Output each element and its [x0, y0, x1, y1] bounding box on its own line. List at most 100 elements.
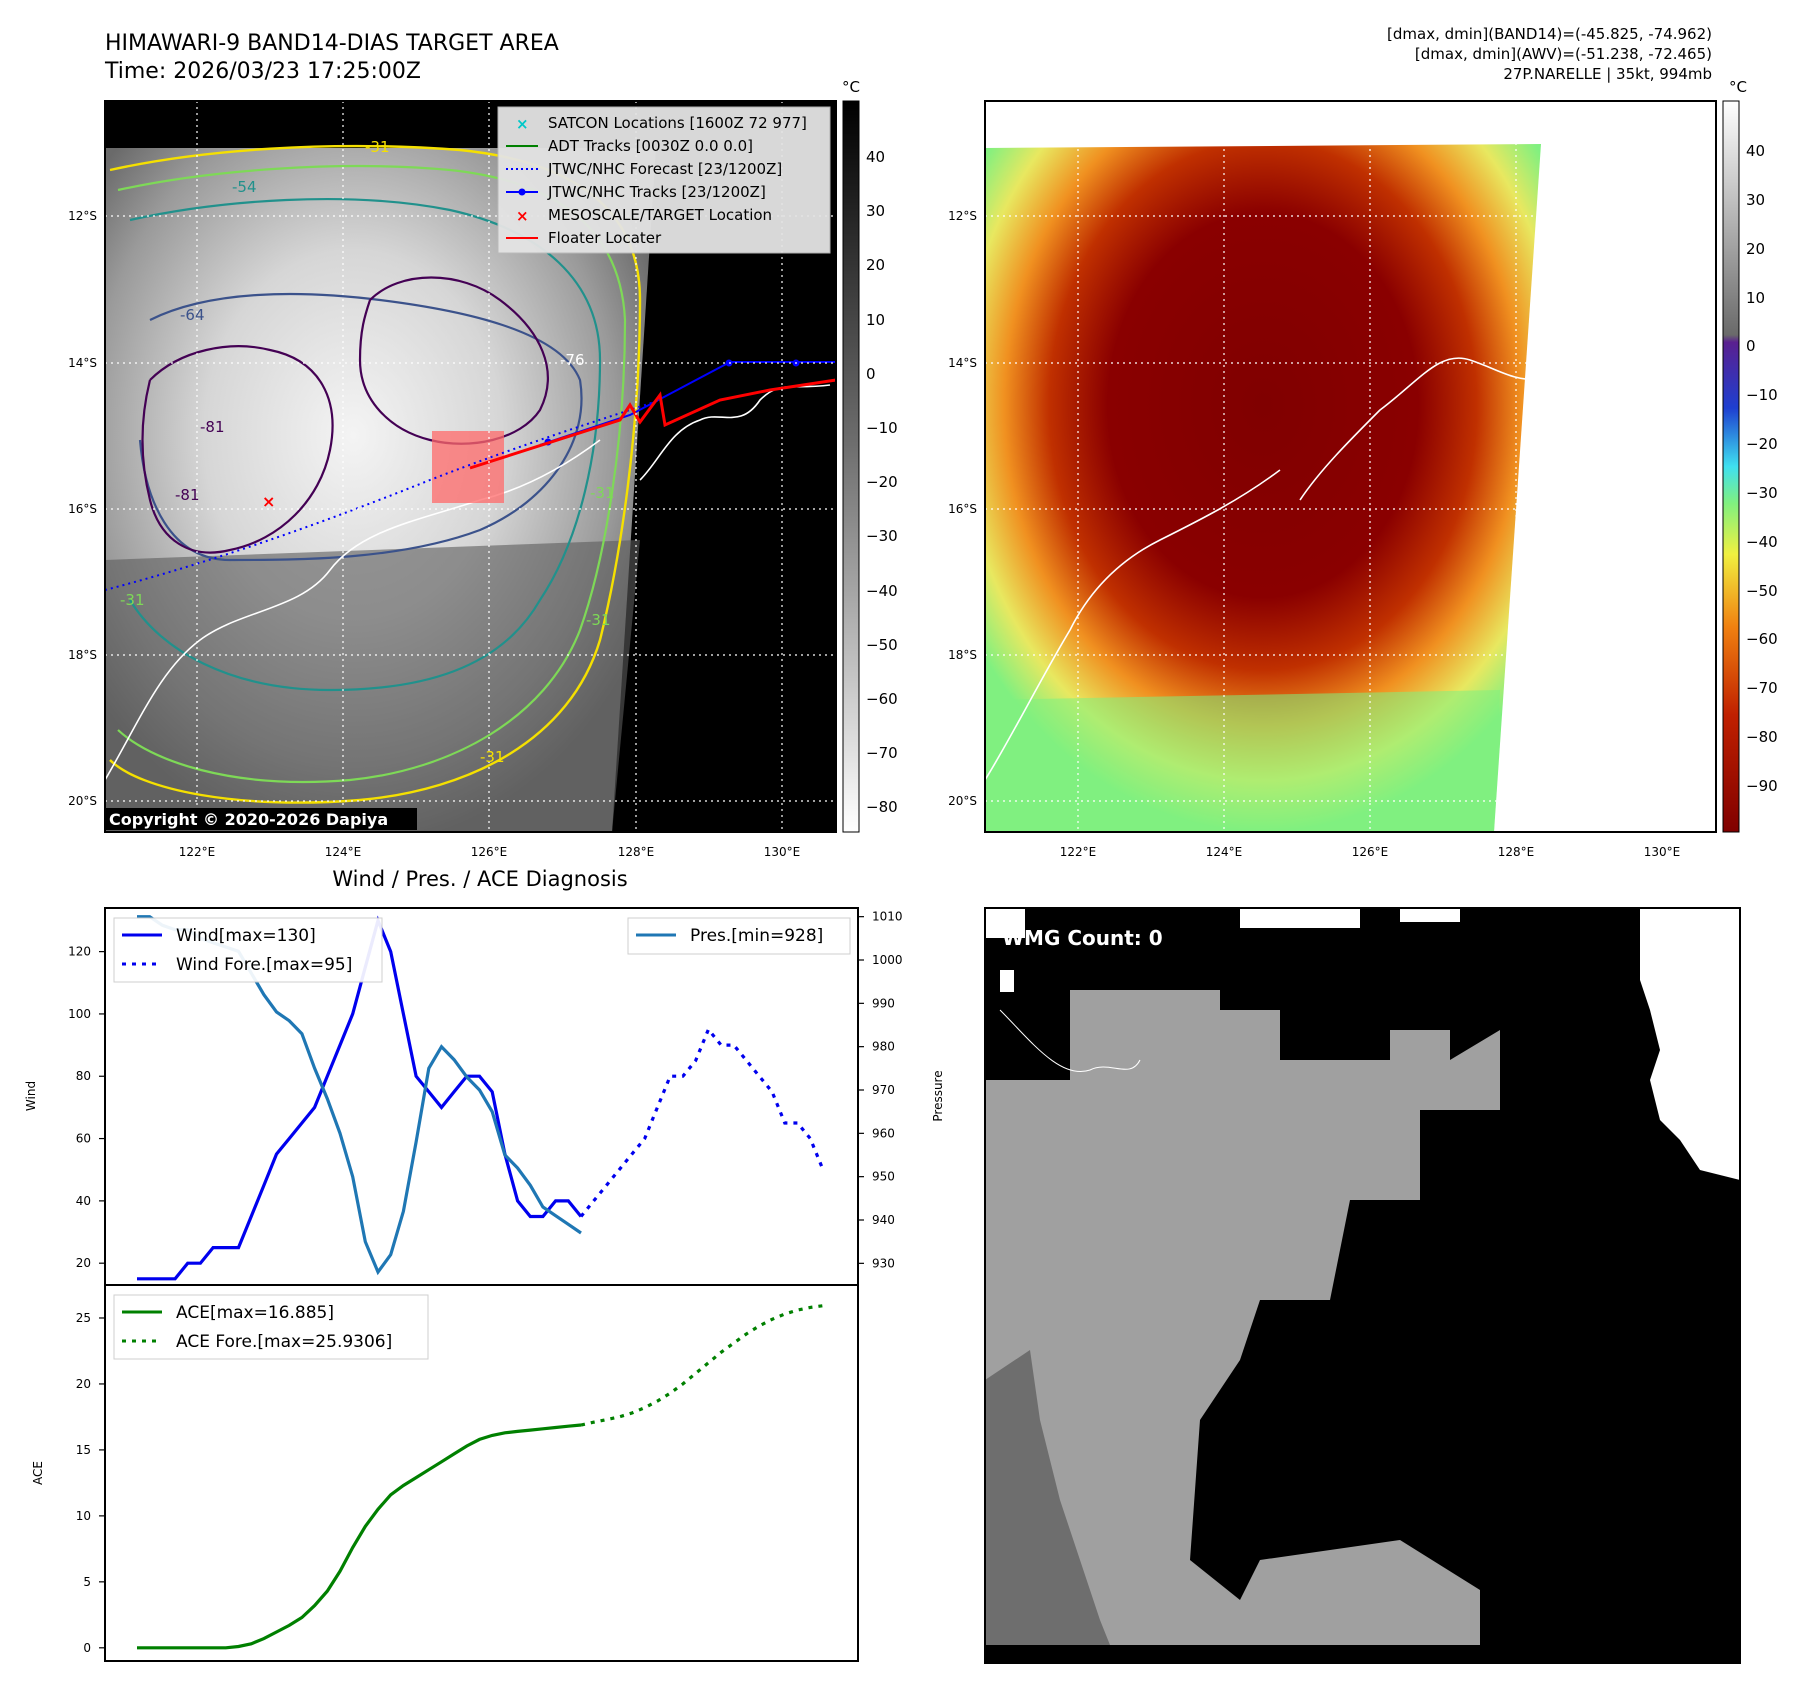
ace-tick: 15: [76, 1443, 91, 1457]
wmg-light-gray-region: [985, 990, 1500, 1645]
contour-label: -31: [480, 748, 505, 766]
forecast-track: [104, 399, 661, 591]
ir-colorbar-tick: 20: [866, 256, 885, 274]
pressure-tick: 930: [872, 1256, 895, 1270]
ir-colorbar-tick: −80: [866, 798, 898, 816]
figure-time: Time: 2026/03/23 17:25:00Z: [104, 59, 421, 84]
contour-blue: [138, 292, 583, 562]
contour-label: -81: [200, 418, 225, 436]
wmg-count-label: WMG Count: 0: [1002, 926, 1163, 950]
ir-map-legend: × SATCON Locations [1600Z 72 977] ADT Tr…: [497, 106, 831, 254]
wind-axis: 20 40 60 80 100 120: [68, 945, 105, 1270]
lat-label: 12°S: [68, 209, 97, 223]
wmg-white-region: [1640, 908, 1740, 1180]
ace-legend-label: ACE[max=16.885]: [176, 1303, 334, 1323]
ir-colorbar-tick: −10: [866, 419, 898, 437]
storm-info: 27P.NARELLE | 35kt, 994mb: [1503, 65, 1712, 83]
lon-label: 126°E: [471, 845, 508, 859]
enhanced-colorbar-tick: −50: [1746, 582, 1778, 600]
enhanced-colorbar-tick: −60: [1746, 630, 1778, 648]
enhanced-colorbar-tick: −80: [1746, 728, 1778, 746]
legend-forecast: JTWC/NHC Forecast [23/1200Z]: [547, 160, 782, 178]
lon-label: 130°E: [1644, 845, 1681, 859]
ir-colorbar-gradient: [842, 100, 860, 833]
wmg-panel: WMG Count: 0: [984, 907, 1741, 1664]
ace-forecast-line: [580, 1304, 824, 1427]
contour-label: -81: [175, 486, 200, 504]
pressure-tick: 950: [872, 1170, 895, 1184]
contour-label: -31: [590, 484, 615, 502]
enhanced-colorbar-tick: 20: [1746, 240, 1765, 258]
ace-tick: 0: [83, 1641, 91, 1655]
wind-tick: 40: [76, 1194, 91, 1208]
legend-satcon-marker: ×: [516, 115, 529, 133]
pressure-axis: 930 940 950 960 970 980 990 1000 1010: [858, 910, 903, 1270]
contour-label: -31: [365, 138, 390, 156]
pressure-tick: 990: [872, 996, 895, 1010]
ir-colorbar-tick: −70: [866, 744, 898, 762]
lat-label: 14°S: [68, 356, 97, 370]
ir-map-frame: [104, 100, 837, 833]
ir-colorbar: °C 40 30 20 10 0 −10 −20 −30 −40 −50 −60…: [842, 78, 898, 833]
legend-satcon: SATCON Locations [1600Z 72 977]: [548, 114, 807, 132]
lon-label: 130°E: [764, 845, 801, 859]
lon-label: 122°E: [179, 845, 216, 859]
lat-label: 20°S: [68, 794, 97, 808]
wmg-dark-gray-region: [985, 1350, 1110, 1645]
ir-colorbar-tick: −40: [866, 582, 898, 600]
ace-tick: 10: [76, 1509, 91, 1523]
enhanced-colorbar-tick: −70: [1746, 679, 1778, 697]
pressure-ylabel: Pressure: [931, 1070, 945, 1121]
contour-teal: [129, 198, 602, 692]
copyright-box: [105, 808, 417, 830]
target-location-marker: ×: [262, 492, 275, 511]
stats-awv: [dmax, dmin](AWV)=(-51.238, -72.465): [1415, 45, 1712, 63]
wmg-coastline: [999, 1009, 1141, 1072]
enhanced-colorbar-tick: −20: [1746, 435, 1778, 453]
enhanced-colorbar-tick: −10: [1746, 386, 1778, 404]
ir-colorbar-tick: 30: [866, 202, 885, 220]
ir-colorbar-tick: 0: [866, 365, 876, 383]
pressure-tick: 980: [872, 1040, 895, 1054]
lat-label: 16°S: [948, 502, 977, 516]
ir-colorbar-tick: 10: [866, 311, 885, 329]
wind-tick: 120: [68, 945, 91, 959]
ir-colorbar-tick: 40: [866, 148, 885, 166]
legend-target: MESOSCALE/TARGET Location: [548, 206, 772, 224]
wmg-white-block: [1400, 908, 1460, 922]
ir-colorbar-tick: −30: [866, 527, 898, 545]
wmg-border: [984, 907, 1741, 1664]
pressure-legend-label: Pres.[min=928]: [690, 926, 823, 946]
ace-panel: 0 5 10 15 20 25 ACE ACE[max=16.885] ACE Fore.…: [31, 1284, 859, 1662]
lat-label: 18°S: [68, 648, 97, 662]
contour-lightgreen: [117, 164, 627, 784]
floater-locator-track: [469, 378, 837, 470]
lat-label: 12°S: [948, 209, 977, 223]
contour-label: -31: [120, 591, 145, 609]
pressure-legend: Pres.[min=928]: [627, 917, 851, 955]
enhanced-gridlines: [985, 101, 1716, 832]
contour-purple-2: [358, 276, 549, 445]
ace-axis: 0 5 10 15 20 25: [76, 1311, 105, 1655]
pressure-tick: 1000: [872, 953, 903, 967]
lon-label: 126°E: [1352, 845, 1389, 859]
legend-adt: ADT Tracks [0030Z 0.0 0.0]: [548, 137, 753, 155]
lat-label: 18°S: [948, 648, 977, 662]
coastline-enhanced: [984, 357, 1541, 781]
enhanced-colorbar-tick: 0: [1746, 337, 1756, 355]
wind-legend: Wind[max=130] Wind Fore.[max=95]: [113, 917, 383, 983]
wind-forecast-line: [579, 1026, 825, 1218]
enhanced-map-panel: 12°S 14°S 16°S 18°S 20°S 122°E 124°E 126…: [948, 100, 1717, 859]
legend-tracks: JTWC/NHC Tracks [23/1200Z]: [547, 183, 766, 201]
ace-line: [137, 1423, 582, 1650]
legend-target-marker: ×: [516, 207, 529, 225]
legend-floater: Floater Locater: [548, 229, 662, 247]
lon-label: 124°E: [325, 845, 362, 859]
ace-fore-legend-label: ACE Fore.[max=25.9306]: [176, 1332, 392, 1352]
enhanced-colorbar: °C 40 30 20 10 0 −10 −20 −30 −40 −50 −60…: [1722, 78, 1778, 833]
pressure-tick: 960: [872, 1126, 895, 1140]
diagnosis-title: Wind / Pres. / ACE Diagnosis: [332, 867, 627, 891]
wmg-white-block: [985, 908, 1025, 938]
pressure-tick: 940: [872, 1213, 895, 1227]
